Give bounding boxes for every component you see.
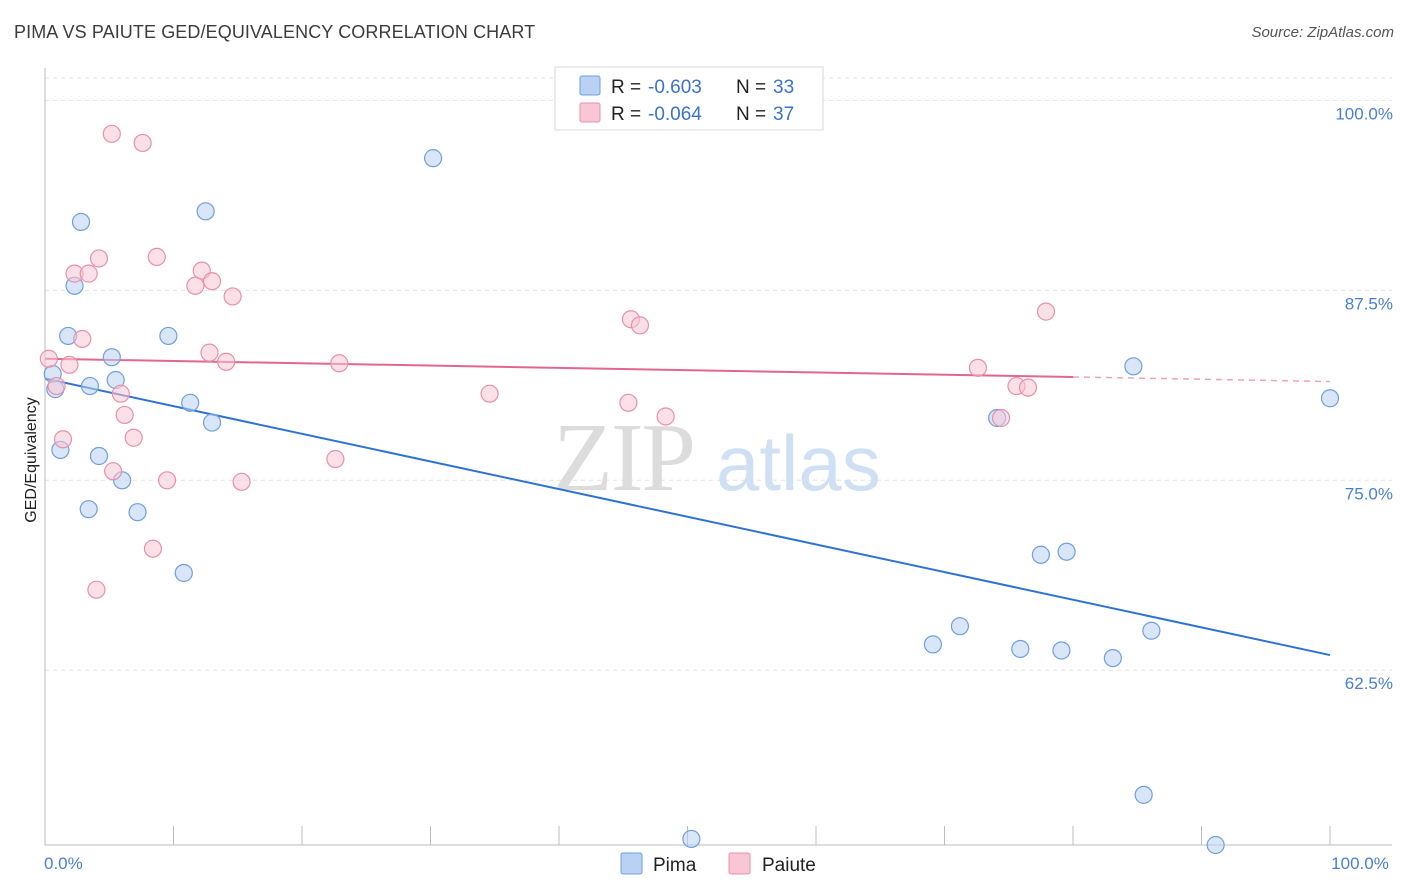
point-pima-26 bbox=[1103, 648, 1122, 668]
point-pima-6 bbox=[80, 376, 100, 396]
legend-n-label-pima: N = bbox=[736, 77, 766, 98]
legend-bottom-swatch-paiute bbox=[728, 852, 751, 875]
trend-line-paiute bbox=[44, 357, 1074, 378]
point-pima-13 bbox=[159, 326, 178, 346]
legend-r-label-pima: R = bbox=[611, 77, 641, 98]
point-paiute-36 bbox=[1036, 302, 1056, 321]
point-paiute-10 bbox=[115, 405, 134, 425]
point-pima-23 bbox=[1031, 545, 1050, 564]
point-paiute-32 bbox=[968, 358, 988, 377]
point-paiute-15 bbox=[147, 247, 166, 267]
point-pima-7 bbox=[89, 446, 109, 466]
x-tick-label-0: 0.0% bbox=[44, 854, 83, 873]
point-paiute-11 bbox=[124, 428, 143, 447]
point-paiute-6 bbox=[79, 264, 98, 283]
point-pima-25 bbox=[1057, 542, 1076, 561]
point-pima-20 bbox=[950, 617, 970, 636]
x-tick-labels: 0.0% 100.0% bbox=[44, 854, 1389, 873]
y-axis-label: GED/Equivalency bbox=[23, 397, 40, 522]
point-paiute-24 bbox=[87, 580, 106, 599]
watermark-atlas: atlas bbox=[716, 419, 881, 507]
point-paiute-2 bbox=[53, 430, 73, 449]
source-label: Source: ZipAtlas.com bbox=[1251, 24, 1394, 41]
point-paiute-12 bbox=[102, 124, 121, 143]
watermark: ZIP atlas bbox=[553, 404, 881, 512]
point-paiute-25 bbox=[326, 449, 345, 469]
point-pima-24 bbox=[1052, 641, 1071, 660]
y-tick-label-1: 75.0% bbox=[1345, 484, 1393, 503]
trend-lines bbox=[44, 357, 1331, 657]
point-paiute-19 bbox=[202, 272, 222, 291]
point-pima-17 bbox=[174, 563, 193, 583]
point-paiute-34 bbox=[1018, 378, 1038, 397]
legend-bottom-swatch-pima bbox=[620, 852, 643, 875]
point-pima-3 bbox=[71, 212, 91, 232]
point-paiute-23 bbox=[232, 472, 251, 491]
point-paiute-5 bbox=[73, 329, 92, 349]
grid-lines bbox=[45, 77, 1392, 671]
point-paiute-20 bbox=[200, 343, 219, 362]
data-points bbox=[39, 124, 1340, 855]
point-pima-30 bbox=[682, 829, 701, 849]
point-paiute-22 bbox=[223, 287, 242, 306]
point-paiute-21 bbox=[217, 352, 236, 371]
point-pima-28 bbox=[1134, 785, 1153, 804]
point-pima-27 bbox=[1124, 357, 1143, 376]
point-paiute-35 bbox=[991, 408, 1011, 428]
point-paiute-0 bbox=[39, 349, 58, 368]
legend-r-value-paiute: -0.064 bbox=[648, 104, 702, 125]
trend-line-dashed-paiute bbox=[1072, 376, 1331, 383]
point-paiute-14 bbox=[143, 539, 163, 558]
axes bbox=[44, 68, 1392, 846]
point-paiute-31 bbox=[656, 407, 675, 426]
point-paiute-16 bbox=[157, 471, 177, 490]
legend-r-label-paiute: R = bbox=[611, 104, 641, 125]
legend-bottom-label-paiute: Paiute bbox=[762, 855, 816, 876]
point-pima-12 bbox=[79, 500, 98, 519]
point-pima-15 bbox=[196, 202, 215, 221]
y-tick-label-3: 100.0% bbox=[1335, 104, 1393, 123]
legend-r-value-pima: -0.603 bbox=[648, 77, 702, 98]
point-pima-8 bbox=[102, 348, 121, 367]
point-pima-14 bbox=[181, 393, 200, 412]
point-paiute-13 bbox=[133, 133, 152, 153]
point-pima-11 bbox=[128, 503, 147, 522]
point-pima-32 bbox=[1320, 389, 1340, 408]
point-paiute-28 bbox=[619, 393, 638, 412]
point-pima-29 bbox=[1142, 621, 1161, 640]
chart-title: PIMA VS PAIUTE GED/EQUIVALENCY CORRELATI… bbox=[14, 22, 536, 42]
legend-swatch-paiute bbox=[579, 102, 601, 123]
point-paiute-1 bbox=[47, 376, 66, 396]
legend-swatch-pima bbox=[579, 75, 601, 96]
point-paiute-26 bbox=[330, 354, 349, 373]
point-pima-22 bbox=[1011, 639, 1030, 659]
point-paiute-3 bbox=[60, 355, 79, 374]
point-paiute-17 bbox=[186, 276, 205, 295]
x-tick-label-1: 100.0% bbox=[1331, 854, 1389, 873]
y-tick-label-0: 62.5% bbox=[1345, 674, 1393, 693]
point-paiute-9 bbox=[111, 384, 130, 403]
legend-n-label-paiute: N = bbox=[736, 104, 766, 125]
point-paiute-7 bbox=[89, 249, 109, 268]
point-paiute-27 bbox=[480, 384, 499, 403]
legend-n-value-paiute: 37 bbox=[773, 104, 794, 125]
trend-line-pima bbox=[44, 377, 1331, 657]
y-tick-label-2: 87.5% bbox=[1345, 294, 1393, 313]
legend-bottom-label-pima: Pima bbox=[653, 855, 697, 876]
point-paiute-8 bbox=[104, 462, 123, 481]
point-paiute-30 bbox=[630, 316, 650, 335]
point-pima-31 bbox=[1206, 835, 1225, 855]
legend-series: Pima Paiute bbox=[620, 852, 816, 876]
y-tick-labels: 62.5% 75.0% 87.5% 100.0% bbox=[1335, 104, 1393, 693]
legend-stats: R = -0.603 N = 33 R = -0.064 N = 37 bbox=[554, 66, 824, 131]
point-pima-19 bbox=[923, 635, 943, 654]
point-pima-16 bbox=[202, 413, 222, 432]
point-pima-18 bbox=[423, 149, 443, 168]
legend-n-value-pima: 33 bbox=[773, 77, 794, 98]
